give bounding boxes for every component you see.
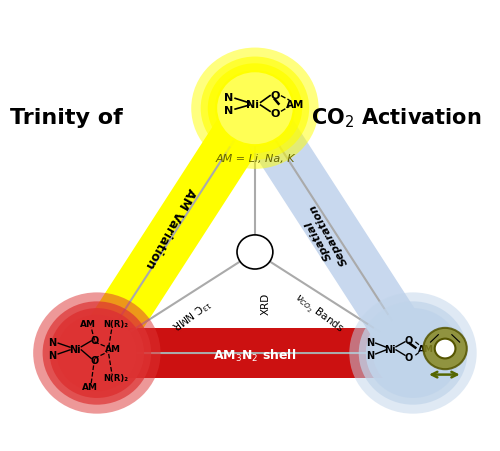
Text: AM: AM xyxy=(80,320,96,329)
Text: O: O xyxy=(90,335,98,345)
Circle shape xyxy=(217,73,292,145)
Circle shape xyxy=(215,71,295,147)
Polygon shape xyxy=(233,96,435,366)
Circle shape xyxy=(33,293,160,414)
Text: N(R)₂: N(R)₂ xyxy=(103,320,128,329)
Circle shape xyxy=(366,308,460,398)
Text: AM = Li, Na, K: AM = Li, Na, K xyxy=(215,153,294,163)
Circle shape xyxy=(434,339,456,359)
Text: AM: AM xyxy=(82,382,98,391)
Circle shape xyxy=(237,235,273,269)
Text: N(R)₂: N(R)₂ xyxy=(103,373,128,382)
Circle shape xyxy=(358,302,468,405)
Text: N: N xyxy=(48,350,56,360)
Text: N: N xyxy=(48,337,56,347)
Text: XRD: XRD xyxy=(260,292,270,314)
Text: Trinity of: Trinity of xyxy=(10,108,122,128)
Text: CO$_2$ Activation: CO$_2$ Activation xyxy=(311,106,482,130)
Text: O: O xyxy=(270,108,280,119)
Circle shape xyxy=(424,328,467,369)
Text: O: O xyxy=(404,336,412,345)
Polygon shape xyxy=(75,96,277,366)
Text: O: O xyxy=(90,355,98,365)
Text: $\nu_{CO_2}$ Bands: $\nu_{CO_2}$ Bands xyxy=(292,290,346,336)
Text: Ni: Ni xyxy=(69,344,80,354)
Text: AM: AM xyxy=(106,344,122,353)
Text: $^{13}$C NMR: $^{13}$C NMR xyxy=(168,294,214,332)
Circle shape xyxy=(350,293,476,414)
Text: N: N xyxy=(224,93,234,103)
Text: AM: AM xyxy=(286,100,304,110)
Circle shape xyxy=(208,64,302,154)
Text: N: N xyxy=(224,106,234,116)
Circle shape xyxy=(57,315,137,391)
Text: N: N xyxy=(366,337,374,347)
Circle shape xyxy=(373,315,453,391)
Text: Ni: Ni xyxy=(384,344,396,354)
Text: O: O xyxy=(404,352,412,362)
Text: O: O xyxy=(270,91,280,101)
Text: AM: AM xyxy=(418,344,434,353)
Text: AM Variation: AM Variation xyxy=(142,185,198,270)
Circle shape xyxy=(42,302,151,405)
Text: AM$_3$N$_2$ shell: AM$_3$N$_2$ shell xyxy=(214,347,296,364)
Polygon shape xyxy=(97,329,413,378)
Text: Spatial
Separation: Spatial Separation xyxy=(298,202,350,272)
Text: N: N xyxy=(366,350,374,360)
Text: Ni: Ni xyxy=(246,100,259,110)
Circle shape xyxy=(191,48,318,170)
Circle shape xyxy=(50,308,144,398)
Circle shape xyxy=(200,57,309,161)
